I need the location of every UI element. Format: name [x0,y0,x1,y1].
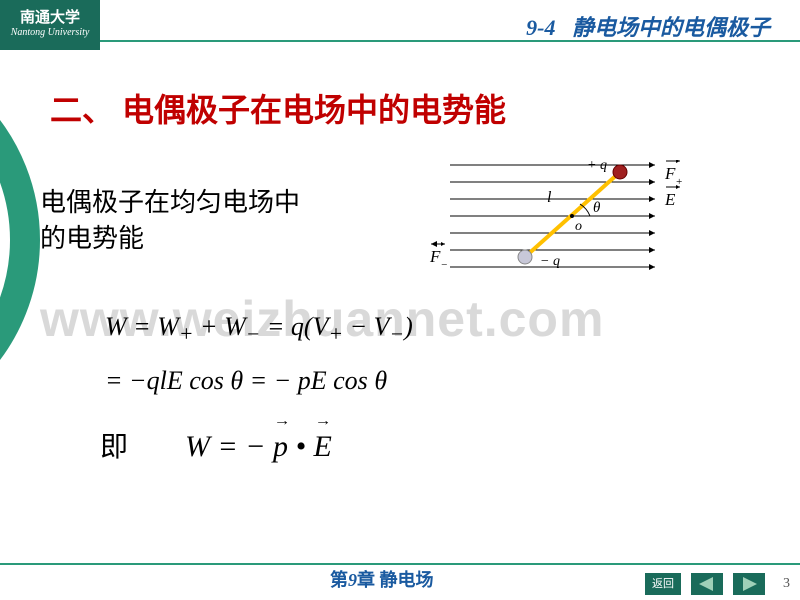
next-button[interactable] [733,573,765,595]
label-plus-q: + q [587,160,607,173]
formula-final: 即 W = − p • E [100,425,332,465]
label-f-minus: F− [429,247,448,271]
formula-line-2: = −qlE cos θ = − pE cos θ [105,359,413,403]
label-minus-q: − q [540,254,560,269]
decorative-arc [0,40,40,440]
formula-line-1: W = W+ + W− = q(V+ − V−) [105,305,413,353]
section-title: 二、 电偶极子在电场中的电势能 [50,85,506,131]
final-equation: W = − p • E [185,430,332,463]
label-e: E [664,190,676,209]
footer-chapter: 第9章 静电场 [330,566,434,592]
body-line-2: 的电势能 [40,221,300,257]
label-o: o [575,219,582,234]
label-theta: θ [593,200,601,216]
negative-charge [518,250,532,264]
university-banner: 南通大学 Nantong University [0,0,100,50]
positive-charge [613,165,627,179]
nav-buttons: 返回 [645,573,765,595]
footer-divider [0,563,800,565]
diagram-svg: + q − q l θ o F+ E F− [390,160,700,275]
page-number: 3 [783,576,790,592]
label-f-plus: F+ [664,164,683,188]
label-l: l [547,189,552,206]
body-text: 电偶极子在均匀电场中 的电势能 [40,185,300,258]
back-button[interactable]: 返回 [645,573,681,595]
university-name-en: Nantong University [0,27,100,38]
prev-button[interactable] [691,573,723,595]
final-label: 即 [100,432,128,463]
section-number: 9-4 [526,15,555,40]
slide: 南通大学 Nantong University 9-4 静电场中的电偶极子 二、… [0,0,800,600]
header-title: 9-4 静电场中的电偶极子 [526,10,770,42]
section-name: 静电场中的电偶极子 [572,15,770,40]
midpoint-dot [570,214,574,218]
body-line-1: 电偶极子在均匀电场中 [40,185,300,221]
dipole-diagram: + q − q l θ o F+ E F− [390,160,700,275]
formula-block: W = W+ + W− = q(V+ − V−) = −qlE cos θ = … [105,305,413,403]
university-name-zh: 南通大学 [0,6,100,27]
